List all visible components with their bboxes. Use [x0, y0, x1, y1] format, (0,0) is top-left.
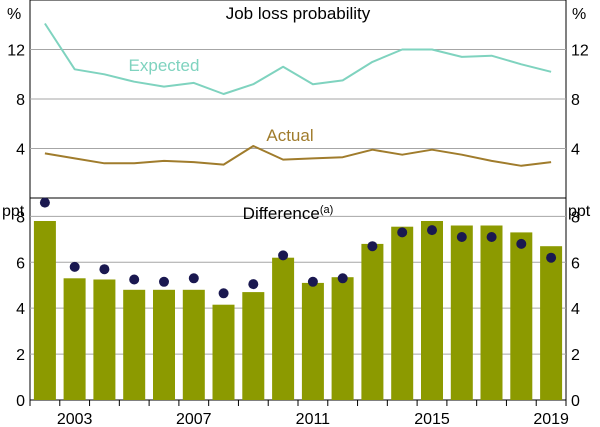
bottom-right-tick-label: 4	[571, 301, 580, 318]
bottom-left-tick-label: 4	[16, 301, 25, 318]
x-tick-label: 2003	[57, 411, 93, 427]
difference-bar	[361, 243, 384, 400]
difference-bar	[391, 226, 414, 400]
x-tick-label: 2015	[414, 411, 450, 427]
series-line-actual	[44, 145, 552, 167]
top-right-axis-labels: 4 8 12	[571, 43, 589, 159]
top-left-tick-label: 8	[16, 92, 25, 109]
difference-dots	[39, 197, 557, 299]
x-tick-label: 2019	[533, 411, 569, 427]
top-right-tick-label: 8	[571, 92, 580, 109]
difference-bar	[93, 279, 116, 400]
difference-bar	[450, 225, 473, 400]
difference-dot	[456, 232, 467, 242]
top-left-tick-label: 12	[7, 43, 25, 60]
difference-bar	[421, 221, 443, 400]
bottom-right-unit: ppt	[568, 203, 591, 220]
x-tick-label: 2007	[176, 411, 212, 427]
bottom-left-axis-labels: 0 2 4 6 8	[16, 209, 25, 410]
top-right-unit: %	[572, 6, 586, 23]
difference-dot	[337, 273, 348, 284]
difference-bar	[153, 289, 175, 400]
difference-dot	[69, 261, 80, 272]
difference-dot	[427, 225, 437, 236]
bottom-panel-title: Difference(a)	[243, 204, 334, 223]
difference-dot	[129, 274, 140, 285]
difference-bar	[242, 292, 265, 400]
x-axis-labels: 2003 2007 2011 2015 2019	[57, 411, 569, 427]
difference-bar	[480, 225, 503, 400]
bottom-left-tick-label: 0	[16, 393, 25, 410]
difference-bar	[510, 232, 533, 400]
bottom-right-tick-label: 8	[571, 209, 580, 226]
difference-bars	[33, 221, 563, 400]
difference-dot	[367, 241, 378, 252]
top-left-tick-label: 4	[16, 142, 25, 159]
legend-actual-label: Actual	[266, 126, 313, 145]
difference-bar	[33, 221, 56, 400]
difference-bar	[123, 289, 146, 400]
difference-bar	[331, 277, 354, 400]
difference-dot	[516, 238, 527, 249]
bottom-left-tick-label: 2	[16, 347, 25, 364]
bottom-left-unit: ppt	[2, 203, 25, 220]
top-left-unit: %	[7, 6, 21, 23]
difference-dot	[159, 276, 169, 287]
difference-dot	[248, 279, 259, 290]
difference-bar	[63, 278, 86, 400]
difference-bar	[212, 304, 235, 400]
bottom-right-tick-label: 6	[571, 255, 580, 272]
top-right-tick-label: 4	[571, 142, 580, 159]
bottom-title-text: Difference	[243, 204, 320, 223]
top-right-tick-label: 12	[571, 43, 589, 60]
difference-dot	[307, 276, 318, 287]
difference-dot	[99, 264, 110, 275]
bottom-title-superscript: (a)	[320, 204, 333, 216]
difference-bar	[301, 282, 324, 400]
top-series-lines	[44, 22, 552, 167]
difference-dot	[218, 288, 229, 299]
top-panel-job-loss-probability: 4 8 12 4 8 12 Job loss probability % % Expec…	[7, 0, 589, 199]
difference-dot	[486, 232, 497, 242]
x-axis-ticks	[29, 400, 567, 406]
bottom-right-tick-label: 2	[571, 347, 580, 364]
legend-expected-label: Expected	[129, 56, 200, 75]
series-line-expected	[44, 22, 552, 95]
difference-bar	[272, 257, 295, 400]
x-tick-label: 2011	[296, 411, 331, 427]
difference-bar	[540, 246, 563, 400]
difference-dot	[546, 252, 557, 263]
bottom-right-tick-label: 0	[571, 393, 580, 410]
top-gridlines	[30, 49, 566, 149]
bottom-gridlines	[30, 215, 566, 355]
difference-dot	[278, 250, 289, 261]
bottom-left-tick-label: 8	[16, 209, 25, 226]
difference-dot	[188, 273, 199, 284]
difference-dot	[39, 197, 50, 208]
top-panel-title: Job loss probability	[226, 4, 371, 23]
bottom-panel-difference: 0 2 4 6 8 0 2 4 6 8 2003 2007 2011 2015 2019 Differe…	[2, 197, 591, 427]
difference-bar	[182, 289, 205, 400]
top-left-axis-labels: 4 8 12	[7, 43, 25, 159]
bottom-right-axis-labels: 0 2 4 6 8	[571, 209, 580, 410]
difference-dot	[397, 227, 408, 238]
bottom-left-tick-label: 6	[16, 255, 25, 272]
